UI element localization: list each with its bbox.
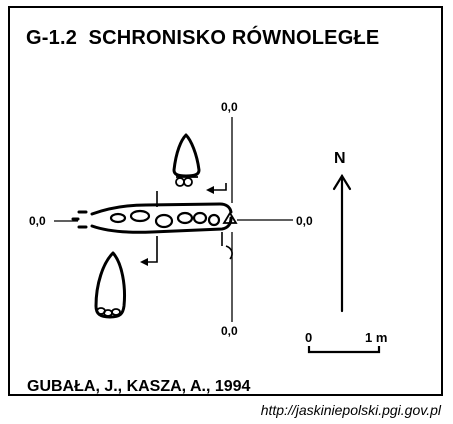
- section-profile-lower-floor: [96, 307, 121, 317]
- scale-bar: [307, 346, 381, 354]
- cross-section-mark-lower: [140, 232, 233, 266]
- north-arrow-icon: [332, 173, 352, 313]
- boulders: [109, 209, 221, 229]
- cave-code: G-1.2: [26, 27, 78, 49]
- cross-section-mark-upper: [156, 183, 227, 207]
- section-lines: [54, 117, 293, 322]
- north-label: N: [334, 150, 346, 167]
- profile-label-top: 0,0: [221, 100, 238, 114]
- scale-start-label: 0: [305, 330, 313, 345]
- section-profile-lower: [94, 251, 126, 319]
- cave-name: SCHRONISKO RÓWNOLEGŁE: [88, 27, 380, 49]
- scale-end-label: 1 m: [365, 330, 388, 345]
- survey-station-icon: [222, 211, 238, 224]
- map-frame: [8, 6, 443, 396]
- map-title: G-1.2 SCHRONISKO RÓWNOLEGŁE: [26, 27, 379, 50]
- section-profile-upper: [172, 133, 201, 178]
- profile-label-left: 0,0: [29, 214, 46, 228]
- profile-label-bottom: 0,0: [221, 324, 238, 338]
- author-credit: GUBAŁA, J., KASZA, A., 1994: [27, 378, 251, 395]
- source-url: http://jaskiniepolski.pgi.gov.pl: [260, 402, 441, 418]
- passage-opening-dashes: [71, 210, 88, 229]
- profile-label-right: 0,0: [296, 214, 313, 228]
- section-profile-upper-floor: [175, 176, 198, 187]
